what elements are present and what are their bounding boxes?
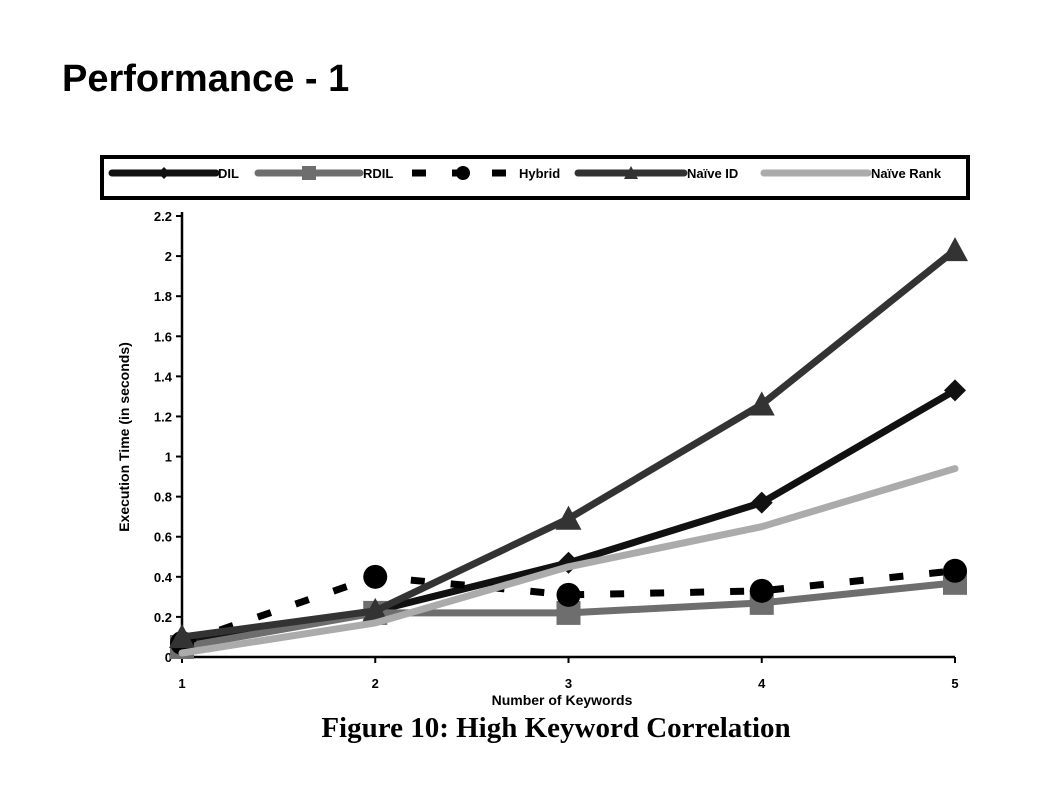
- data-point-na-ve-id: [169, 623, 195, 649]
- data-point-hybrid: [556, 582, 581, 607]
- y-tick-label: 1.4: [154, 369, 173, 384]
- legend-marker-hybrid: [456, 166, 470, 180]
- legend-label-rdil: RDIL: [363, 166, 393, 181]
- data-point-dil: [944, 379, 966, 402]
- y-tick-label: 1.2: [154, 409, 172, 424]
- legend-label-hybrid: Hybrid: [519, 166, 560, 181]
- legend-entry-hybrid: Hybrid: [412, 166, 560, 181]
- y-tick-label: 1: [165, 450, 172, 465]
- legend-marker-na-ve-id: [624, 166, 638, 179]
- data-point-na-ve-id: [555, 505, 582, 530]
- x-tick-label: 1: [178, 676, 185, 691]
- figure-caption: Figure 10: High Keyword Correlation: [321, 712, 790, 744]
- legend-label-na-ve-rank: Naïve Rank: [871, 166, 942, 181]
- y-tick-label: 2: [165, 249, 172, 264]
- legend-entry-dil: DIL: [108, 166, 239, 181]
- y-tick-label: 1.8: [154, 289, 172, 304]
- series-line-na-ve-rank: [178, 465, 959, 657]
- y-tick-label: 0.6: [154, 530, 172, 545]
- data-point-hybrid: [363, 564, 388, 589]
- y-tick-label: 0.4: [154, 570, 173, 585]
- data-point-hybrid: [749, 578, 774, 603]
- x-tick-label: 3: [565, 676, 572, 691]
- y-tick-label: 0.8: [154, 490, 172, 505]
- legend: DIL RDIL Hybrid Naïve ID Naïve Rank: [100, 155, 970, 200]
- chart-axes: 0 0.2 0.4 0.6 0.8 1 1.2 1.4 1.6 1.8 2 2.2 1 2 3 4 5: [154, 209, 959, 691]
- y-tick-label: 0: [165, 650, 172, 665]
- legend-entry-na-ve-id: Naïve ID: [574, 166, 738, 181]
- chart-series: [169, 237, 968, 659]
- x-tick-label: 2: [372, 676, 379, 691]
- x-tick-label: 5: [951, 676, 958, 691]
- x-axis-label: Number of Keywords: [492, 692, 633, 708]
- legend-entry-na-ve-rank: Naïve Rank: [760, 166, 942, 181]
- series-na-ve-id: [169, 237, 968, 649]
- slide-title: Performance - 1: [62, 58, 350, 100]
- data-point-dil: [750, 491, 773, 514]
- data-point-na-ve-id: [362, 597, 389, 622]
- y-tick-label: 0.2: [154, 610, 172, 625]
- y-tick-label: 1.6: [154, 329, 172, 344]
- data-point-hybrid: [943, 558, 967, 583]
- y-tick-label: 2.2: [154, 209, 172, 224]
- legend-marker-rdil: [302, 166, 316, 180]
- legend-box: [100, 155, 970, 200]
- series-line-na-ve-id: [178, 246, 959, 641]
- data-point-na-ve-id: [748, 391, 775, 416]
- series-na-ve-rank: [178, 465, 959, 657]
- x-tick-label: 4: [758, 676, 766, 691]
- data-point-na-ve-id: [942, 237, 968, 262]
- y-axis-label: Execution Time (in seconds): [116, 342, 132, 532]
- legend-marker-dil: [158, 167, 170, 179]
- legend-label-dil: DIL: [218, 166, 239, 181]
- legend-entry-rdil: RDIL: [254, 166, 393, 181]
- legend-label-na-ve-id: Naïve ID: [687, 166, 738, 181]
